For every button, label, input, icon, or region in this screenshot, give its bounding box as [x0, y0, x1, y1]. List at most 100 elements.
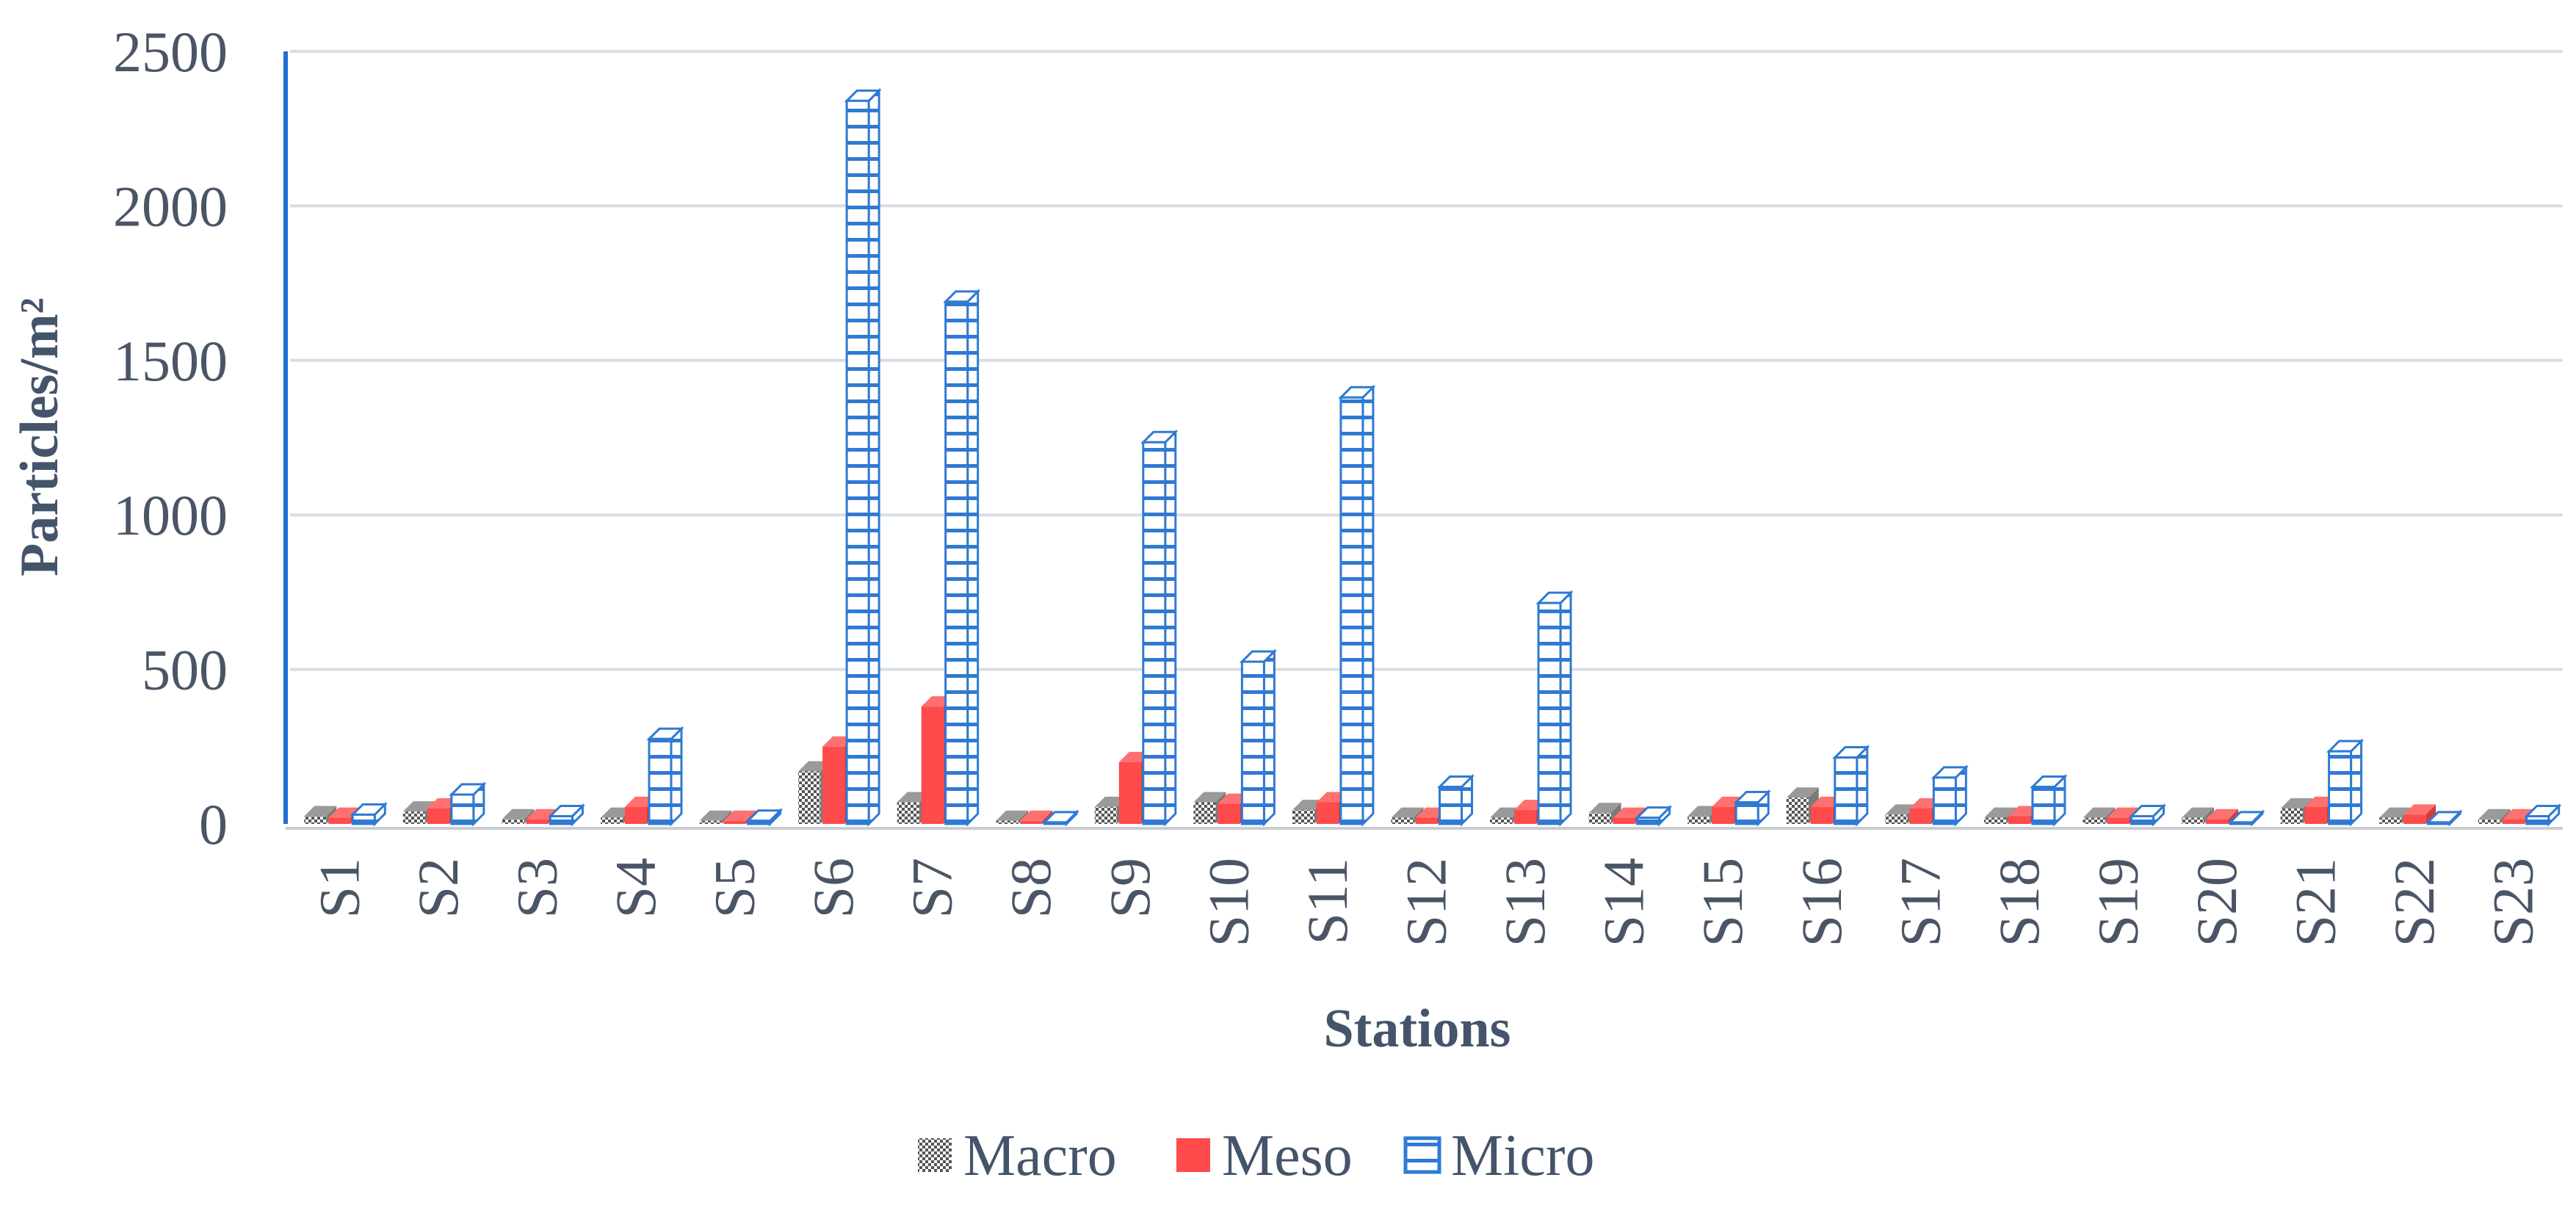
- bar-top: [699, 810, 732, 821]
- bar-front: [2206, 819, 2229, 824]
- bar-side: [2228, 809, 2239, 824]
- x-tick-label: S14: [1592, 858, 1656, 947]
- bar-front: [1834, 756, 1859, 825]
- y-tick-label: 1500: [113, 329, 228, 393]
- y-axis-title: Particles/m²: [10, 297, 70, 576]
- bars: [304, 87, 2562, 827]
- bar-front: [897, 802, 919, 824]
- bar-micro: [2425, 809, 2463, 827]
- bar-micro: [1239, 648, 1277, 827]
- bar-top: [2280, 797, 2313, 809]
- bar-micro: [1931, 764, 1969, 827]
- bar-top: [2478, 809, 2511, 820]
- x-tick-label: S11: [1295, 858, 1359, 945]
- x-tick-label: S6: [801, 858, 865, 918]
- legend-label: Macro: [963, 1124, 1117, 1188]
- bar-front: [1588, 813, 1611, 824]
- x-tick-label: S8: [999, 858, 1063, 918]
- bar-top: [2206, 809, 2239, 820]
- bar-micro: [547, 803, 586, 827]
- bar-front: [2379, 817, 2402, 824]
- bar-top: [1391, 807, 1424, 818]
- bar-top: [1588, 803, 1621, 814]
- bar-front: [1712, 806, 1734, 824]
- bar-micro: [2326, 738, 2365, 827]
- x-tick-label: S20: [2185, 858, 2248, 947]
- gridlines: [290, 50, 2563, 671]
- bar-micro: [646, 726, 684, 827]
- bar-side: [867, 87, 880, 827]
- bar-side: [670, 726, 683, 827]
- bar-front: [402, 811, 425, 824]
- bar-front: [1439, 786, 1463, 825]
- x-tick-label: S13: [1493, 858, 1557, 947]
- bar-front: [2031, 786, 2056, 825]
- y-tick-labels: 0 500 1000 1500 2000 2500: [113, 20, 228, 856]
- bar-micro: [745, 808, 784, 827]
- bar-front: [1909, 808, 1932, 824]
- bar-micro: [2227, 809, 2265, 827]
- bar-front: [328, 817, 351, 824]
- x-tick-label: S5: [703, 858, 767, 918]
- bar-front: [2426, 821, 2451, 825]
- legend-swatch: [1176, 1138, 1210, 1172]
- bar-front: [2130, 814, 2154, 825]
- bar-front: [1537, 601, 1562, 825]
- bar-front: [502, 819, 524, 824]
- bar-meso: [2206, 809, 2239, 824]
- bar-micro: [1436, 773, 1475, 827]
- bar-micro: [1535, 590, 1574, 827]
- x-tick-label: S18: [1987, 858, 2051, 947]
- legend: Macro Meso Micro: [918, 1124, 1595, 1188]
- bar-front: [1490, 817, 1513, 824]
- bar-micro: [943, 289, 981, 827]
- legend-label: Micro: [1451, 1124, 1595, 1188]
- bar-top: [723, 810, 756, 821]
- bar-front: [351, 813, 376, 825]
- bar-top: [2403, 804, 2436, 815]
- bar-front: [1932, 776, 1957, 825]
- legend-item-micro: Micro: [1403, 1124, 1595, 1188]
- bar-front: [1094, 806, 1117, 824]
- bar-top: [1613, 807, 1646, 818]
- bar-side: [1361, 384, 1375, 827]
- legend-label: Meso: [1222, 1124, 1353, 1188]
- bar-front: [549, 814, 574, 825]
- bar-top: [502, 809, 535, 820]
- bar-side: [1262, 648, 1276, 827]
- bar-front: [822, 746, 845, 824]
- bar-front: [921, 706, 944, 824]
- bar-front: [1885, 814, 1908, 824]
- bar-side: [1164, 429, 1177, 827]
- bar-micro: [2524, 803, 2562, 827]
- x-tick-label: S9: [1098, 858, 1162, 918]
- bar-front: [1193, 802, 1216, 824]
- bar-front: [996, 820, 1019, 824]
- bar-micro: [1338, 384, 1376, 827]
- bar-front: [1636, 817, 1661, 825]
- bar-front: [798, 771, 821, 824]
- bar-top: [2083, 807, 2116, 818]
- bar-front: [427, 808, 449, 824]
- bar-front: [2229, 821, 2254, 825]
- bar-front: [1391, 817, 1414, 824]
- bar-front: [944, 300, 969, 825]
- bar-front: [1983, 817, 2006, 824]
- bar-micro: [1832, 744, 1870, 827]
- x-tick-label: S23: [2481, 858, 2545, 947]
- bar-front: [1415, 817, 1438, 824]
- bar-front: [845, 99, 870, 825]
- bar-micro: [350, 801, 388, 827]
- bar-front: [2502, 819, 2525, 824]
- bar-front: [2008, 816, 2030, 824]
- bar-micro: [2030, 773, 2068, 827]
- bar-micro: [844, 87, 882, 827]
- bar-micro: [2128, 803, 2167, 827]
- bar-side: [2350, 738, 2363, 827]
- x-tick-label: S3: [504, 858, 568, 918]
- bar-front: [1240, 660, 1265, 825]
- bar-top: [996, 810, 1029, 821]
- bar-front: [2182, 817, 2204, 824]
- x-tick-label: S10: [1196, 858, 1260, 947]
- bar-front: [1613, 817, 1635, 824]
